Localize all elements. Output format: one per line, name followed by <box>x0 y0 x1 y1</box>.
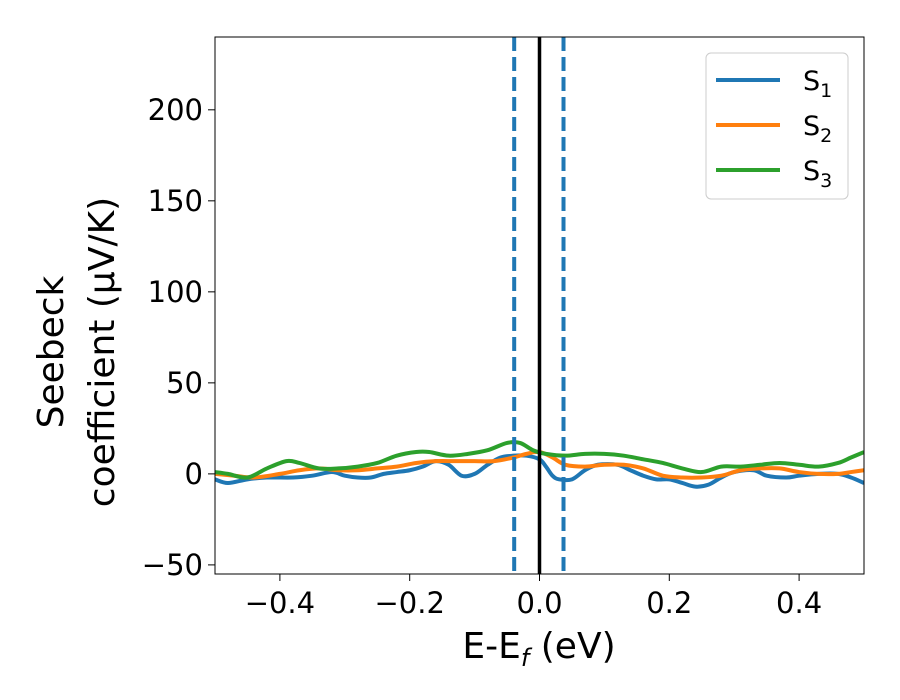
x-tick-label: 0.0 <box>516 586 562 620</box>
y-axis-label-line1: Seebeck <box>31 275 72 428</box>
x-axis-label-tail: (eV) <box>529 626 615 667</box>
y-tick-label: 100 <box>148 275 203 309</box>
y-tick-label: −50 <box>142 548 203 582</box>
legend-label-main: S <box>803 66 820 97</box>
series-line-s3 <box>215 440 864 480</box>
y-tick-label: 50 <box>166 366 203 400</box>
x-tick-label: 0.4 <box>776 586 822 620</box>
x-axis-label: E-Ef (eV) <box>462 626 615 672</box>
legend-label-s3: S3 <box>803 156 832 192</box>
legend-label-subscript: 2 <box>820 125 832 147</box>
legend-label-s1: S1 <box>803 66 832 102</box>
legend-label-main: S <box>803 111 820 142</box>
y-axis-label: Seebeck coefficient (μV/K) <box>31 197 123 507</box>
legend-label-s2: S2 <box>803 111 832 147</box>
legend-label-main: S <box>803 156 820 187</box>
y-tick-label: 0 <box>185 457 203 491</box>
y-axis-label-line2: coefficient (μV/K) <box>82 197 123 507</box>
x-tick-label: 0.2 <box>646 586 692 620</box>
y-tick-label: 150 <box>148 184 203 218</box>
legend-label-subscript: 1 <box>820 80 832 102</box>
y-tick-label: 200 <box>148 93 203 127</box>
x-tick-label: −0.4 <box>245 586 315 620</box>
legend-label-subscript: 3 <box>820 170 832 192</box>
x-axis-label-main: E-E <box>462 626 520 667</box>
x-tick-label: −0.2 <box>374 586 444 620</box>
plot-area <box>215 37 864 574</box>
